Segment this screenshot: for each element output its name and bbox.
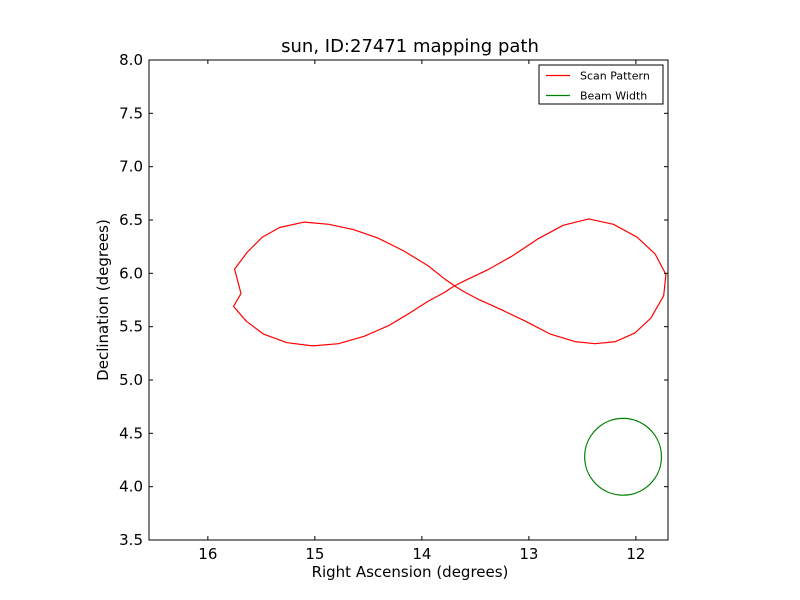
x-tick-label: 12 (626, 545, 645, 563)
y-tick-label: 5.5 (119, 318, 143, 336)
y-tick-label: 4.5 (119, 424, 143, 442)
y-tick-label: 7.5 (119, 104, 143, 122)
y-tick-label: 3.5 (119, 531, 143, 549)
beam-width-circle (584, 417, 663, 496)
y-tick-label: 6.5 (119, 211, 143, 229)
y-tick-label: 7.0 (119, 158, 143, 176)
scan-pattern-line (232, 218, 667, 347)
legend-label-scan-pattern: Scan Pattern (580, 70, 650, 83)
x-axis-label: Right Ascension (degrees) (312, 563, 509, 581)
y-axis-label: Declination (degrees) (94, 219, 112, 381)
legend: Scan Pattern Beam Width (538, 64, 664, 105)
x-tick-label: 14 (412, 545, 431, 563)
plot-frame (148, 59, 669, 541)
series-layer (232, 218, 667, 496)
x-tick-label: 13 (519, 545, 538, 563)
x-tick-label: 16 (198, 545, 217, 563)
legend-box (538, 64, 664, 105)
x-tick-label: 15 (305, 545, 324, 563)
chart-title: sun, ID:27471 mapping path (281, 36, 539, 57)
y-tick-label: 8.0 (119, 51, 143, 69)
y-axis-ticks: 3.5 4.0 4.5 5.0 5.5 6.0 6.5 7.0 7.5 8.0 (119, 51, 668, 549)
x-axis-ticks: 16 15 14 13 12 (198, 60, 645, 563)
y-tick-label: 5.0 (119, 371, 143, 389)
y-tick-label: 4.0 (119, 478, 143, 496)
y-tick-label: 6.0 (119, 264, 143, 282)
legend-label-beam-width: Beam Width (580, 90, 647, 103)
plot-area: 16 15 14 13 12 3.5 4.0 4.5 5.0 5.5 6.0 6.5 7.0 7.5 8.… (119, 51, 669, 563)
